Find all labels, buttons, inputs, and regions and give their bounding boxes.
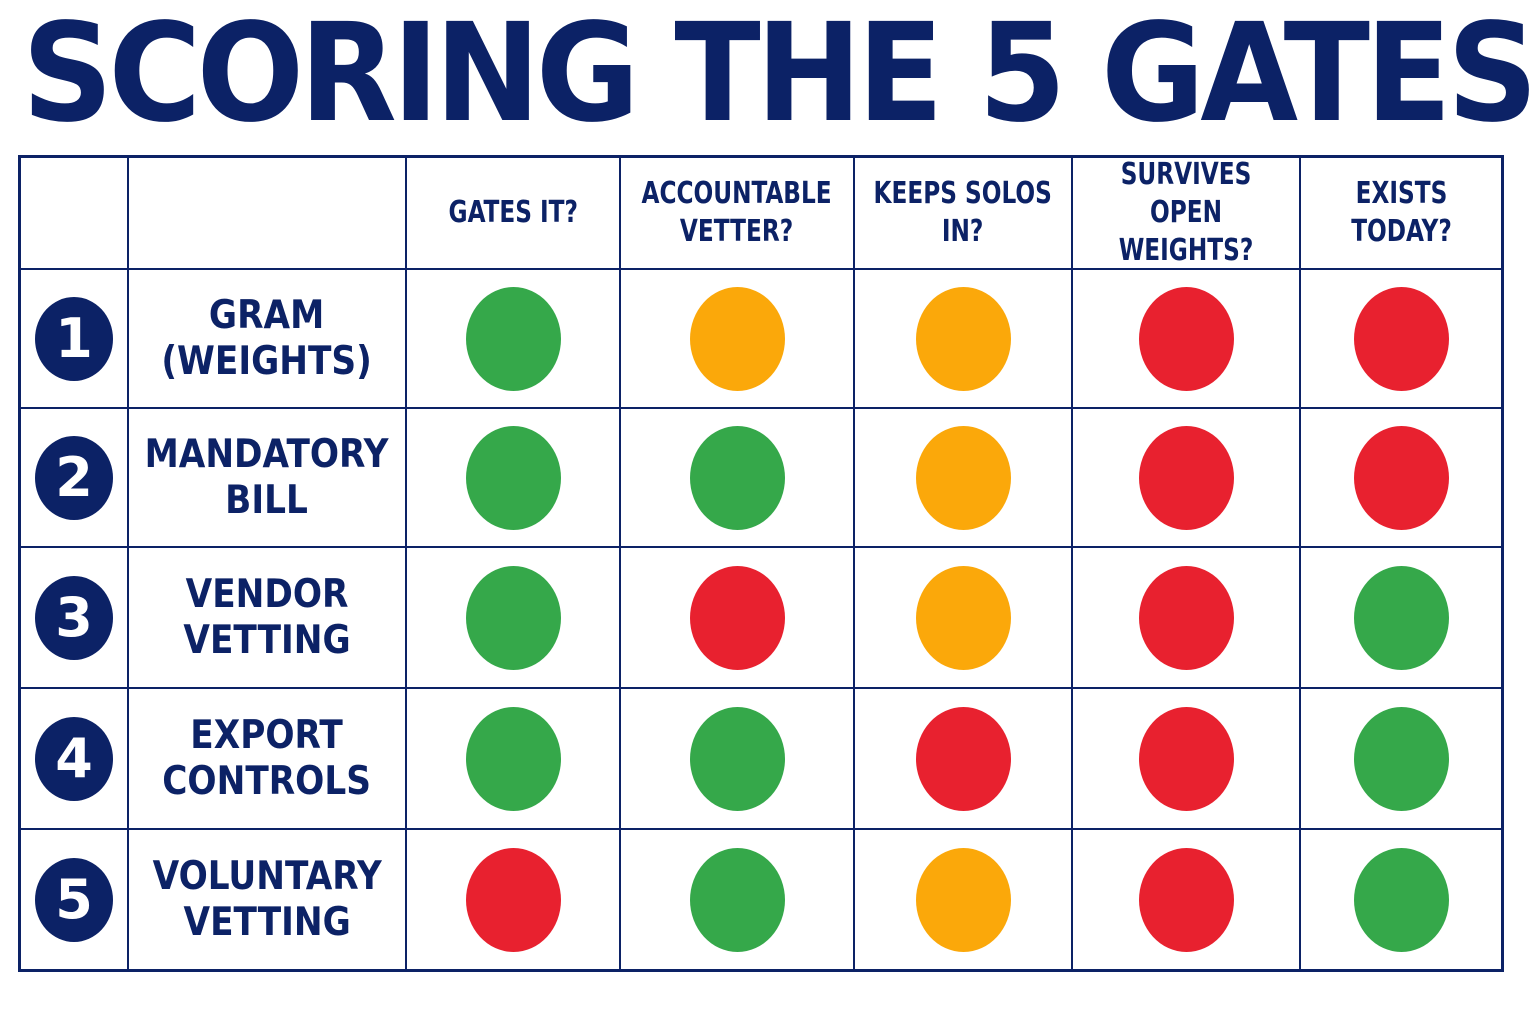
row-number-cell: 5 (21, 830, 129, 969)
score-dot-green (689, 425, 785, 530)
score-cell (407, 270, 621, 409)
score-dot-red (1353, 286, 1449, 391)
score-cell (1073, 270, 1301, 409)
column-header-gates-it: GATES IT? (407, 158, 621, 270)
column-header-survives-open-weights: SURVIVES OPEN WEIGHTS? (1073, 157, 1301, 270)
row-number-badge: 3 (35, 575, 113, 660)
row-number-badge: 1 (35, 296, 113, 381)
score-dot-amber (689, 286, 785, 391)
column-header-exists-today: EXISTS TODAY? (1301, 158, 1501, 270)
score-dot-red (1138, 706, 1234, 811)
score-cell (621, 548, 855, 689)
score-cell (1073, 409, 1301, 548)
score-dot-amber (915, 286, 1011, 391)
column-header-keeps-solos-in: KEEPS SOLOS IN? (855, 158, 1073, 270)
row-label: VOLUNTARY VETTING (152, 853, 382, 945)
score-cell (1301, 548, 1501, 689)
score-dot-green (1353, 847, 1449, 952)
score-cell (621, 830, 855, 969)
row-label-cell: VOLUNTARY VETTING (129, 830, 407, 969)
score-cell (407, 548, 621, 689)
score-cell (855, 689, 1073, 830)
score-dot-green (465, 286, 561, 391)
score-dot-green (465, 565, 561, 670)
score-cell (855, 270, 1073, 409)
score-dot-red (1138, 425, 1234, 530)
score-cell (407, 689, 621, 830)
score-cell (1301, 830, 1501, 969)
score-dot-red (465, 847, 561, 952)
row-label: GRAM (WEIGHTS) (161, 292, 373, 384)
score-cell (1073, 830, 1301, 969)
row-label: EXPORT CONTROLS (162, 712, 372, 804)
score-cell (855, 830, 1073, 969)
column-header-text: ACCOUNTABLE VETTER? (641, 176, 833, 249)
score-dot-red (1138, 847, 1234, 952)
score-cell (1301, 409, 1501, 548)
score-cell (621, 270, 855, 409)
row-label: MANDATORY BILL (145, 431, 389, 523)
row-label-cell: MANDATORY BILL (129, 409, 407, 548)
scoring-table: GATES IT? ACCOUNTABLE VETTER? KEEPS SOLO… (18, 155, 1504, 972)
score-cell (855, 409, 1073, 548)
row-label-cell: VENDOR VETTING (129, 548, 407, 689)
score-cell (621, 409, 855, 548)
score-cell (1301, 689, 1501, 830)
score-cell (1073, 548, 1301, 689)
score-cell (407, 830, 621, 969)
column-header-text: GATES IT? (448, 195, 578, 230)
score-dot-red (1353, 425, 1449, 530)
row-number-cell: 4 (21, 689, 129, 830)
score-dot-red (915, 706, 1011, 811)
score-dot-green (465, 706, 561, 811)
header-corner-cell (21, 158, 129, 270)
header-label-cell (129, 158, 407, 270)
row-number-badge: 5 (35, 857, 113, 942)
row-number-cell: 3 (21, 548, 129, 689)
score-dot-green (689, 847, 785, 952)
score-dot-red (689, 565, 785, 670)
score-cell (855, 548, 1073, 689)
score-dot-red (1138, 565, 1234, 670)
score-dot-red (1138, 286, 1234, 391)
score-dot-amber (915, 565, 1011, 670)
score-cell (1301, 270, 1501, 409)
score-dot-amber (915, 425, 1011, 530)
row-number-cell: 2 (21, 409, 129, 548)
score-dot-green (1353, 565, 1449, 670)
row-number-cell: 1 (21, 270, 129, 409)
column-header-accountable-vetter: ACCOUNTABLE VETTER? (621, 158, 855, 270)
score-dot-green (689, 706, 785, 811)
page-title: SCORING THE 5 GATES (22, 0, 1536, 153)
row-number-badge: 2 (35, 435, 113, 520)
score-cell (1073, 689, 1301, 830)
row-number-badge: 4 (35, 716, 113, 801)
score-dot-amber (915, 847, 1011, 952)
row-label: VENDOR VETTING (183, 571, 351, 663)
score-dot-green (1353, 706, 1449, 811)
score-cell (621, 689, 855, 830)
column-header-text: EXISTS TODAY? (1350, 176, 1452, 249)
row-label-cell: EXPORT CONTROLS (129, 689, 407, 830)
score-cell (407, 409, 621, 548)
column-header-text: KEEPS SOLOS IN? (873, 176, 1053, 249)
score-dot-green (465, 425, 561, 530)
row-label-cell: GRAM (WEIGHTS) (129, 270, 407, 409)
column-header-text: SURVIVES OPEN WEIGHTS? (1118, 157, 1254, 268)
